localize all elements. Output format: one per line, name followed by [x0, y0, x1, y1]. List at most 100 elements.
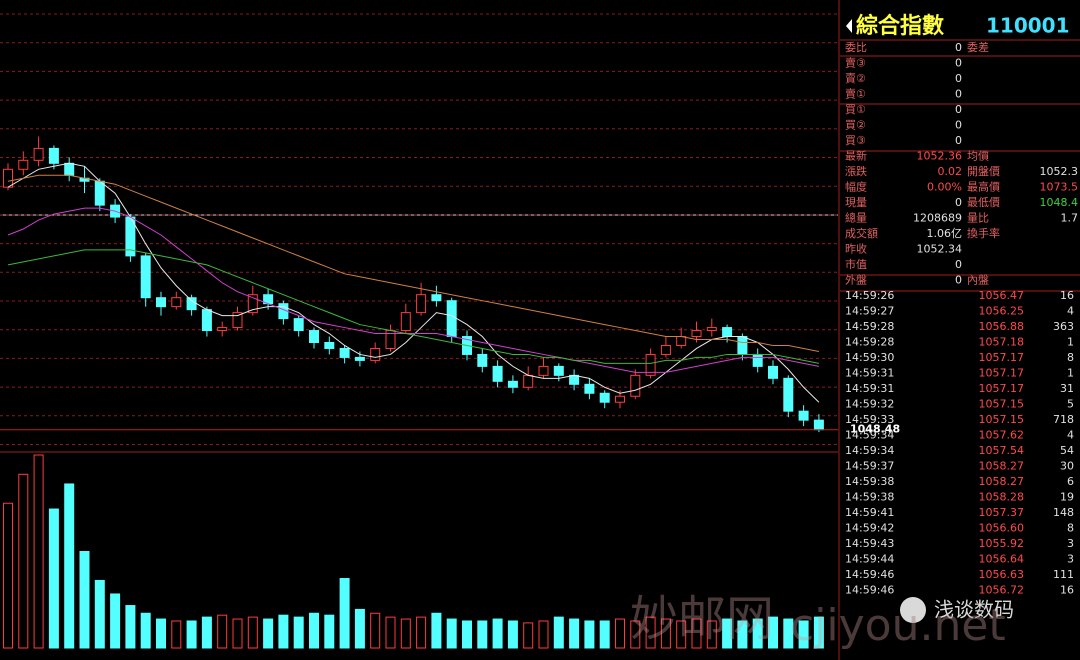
volume-bar [477, 620, 488, 649]
quote-value: 0 [955, 119, 962, 132]
candle-body [431, 294, 442, 302]
volume-bar [752, 618, 763, 649]
candle-body [217, 327, 228, 332]
volume-bar [523, 622, 534, 649]
tick-volume: 3 [1067, 537, 1074, 550]
tick-price: 1056.47 [979, 289, 1025, 302]
volume-bar [125, 605, 136, 649]
tick-time: 14:59:41 [845, 506, 894, 519]
quote-value: 0.02 [938, 165, 963, 178]
tick-price: 1056.88 [979, 320, 1025, 333]
volume-bar [599, 620, 610, 649]
volume-bar [324, 614, 335, 649]
volume-bar [584, 620, 595, 649]
volume-bar [156, 618, 166, 649]
candle-body [737, 336, 748, 355]
quote-label: 買③ [845, 134, 866, 147]
quote-label: 外盤 [845, 274, 867, 287]
candle-body [615, 395, 625, 403]
volume-bar [339, 578, 350, 649]
volume-bar [416, 616, 427, 649]
tick-volume: 6 [1067, 475, 1074, 488]
quote-value: 0 [955, 258, 962, 271]
volume-bar [79, 551, 90, 649]
volume-bar [171, 620, 182, 649]
tick-price: 1058.27 [979, 460, 1025, 473]
candle-body [64, 162, 75, 176]
quote-value: 0 [955, 134, 962, 147]
quote-label: 昨收 [845, 242, 867, 256]
tick-price: 1057.62 [979, 429, 1025, 442]
candle-body [492, 365, 503, 382]
volume-bar [64, 483, 75, 649]
tick-volume: 718 [1053, 413, 1074, 426]
tick-volume: 8 [1067, 522, 1074, 535]
tick-time: 14:59:38 [845, 491, 894, 504]
candle-body [48, 147, 59, 164]
volume-bar [94, 579, 105, 649]
volume-bar [507, 620, 518, 649]
candle-body [768, 365, 778, 379]
volume-bar [3, 502, 13, 649]
candle-body [156, 297, 166, 308]
tick-volume: 8 [1067, 351, 1074, 364]
candle-body [400, 312, 411, 332]
tick-time: 14:59:46 [845, 584, 894, 597]
quote-value: 0 [955, 103, 962, 116]
candle-body [645, 353, 656, 376]
volume-bar [18, 473, 29, 649]
quote-label: 換手率 [967, 226, 1000, 240]
volume-bar [354, 608, 365, 649]
panel-separators [840, 39, 1080, 292]
tick-price: 1056.64 [979, 553, 1025, 566]
tick-time: 14:59:28 [845, 336, 894, 349]
volume-bar [48, 508, 59, 649]
tick-price: 1057.15 [979, 413, 1025, 426]
moving-average [7, 249, 819, 364]
quote-label: 最低價 [967, 195, 1000, 209]
tick-price: 1056.63 [979, 568, 1025, 581]
quote-value: 1048.4 [1040, 196, 1079, 209]
tick-time: 14:59:28 [845, 320, 894, 333]
tick-price: 1056.25 [979, 305, 1025, 318]
candle-body [691, 330, 702, 338]
quote-label: 最新 [845, 149, 867, 163]
watermark-site: cjiyou.net [790, 600, 1006, 651]
quote-value: 1208689 [913, 212, 962, 225]
quote-label: 漲跌 [845, 164, 867, 178]
quote-value: 0 [955, 72, 962, 85]
candle-body [660, 344, 671, 355]
volume-bar [431, 612, 442, 649]
candle-body [630, 374, 641, 397]
wechat-icon [900, 597, 926, 623]
candle-body [309, 330, 319, 343]
volume-bar [813, 616, 824, 649]
index-code: 110001 [986, 14, 1070, 38]
candle-body [722, 327, 733, 338]
volume-bar [645, 616, 656, 649]
volume-bar [309, 612, 319, 649]
quote-label: 最高價 [967, 180, 1000, 194]
tick-time: 14:59:32 [845, 398, 894, 411]
tick-time: 14:59:27 [845, 305, 894, 318]
candle-body [94, 180, 105, 206]
tick-time: 14:59:43 [845, 537, 894, 550]
volume-bar [110, 593, 121, 649]
tick-price: 1057.15 [979, 398, 1025, 411]
quote-value: 0 [955, 41, 962, 54]
volume-bar [293, 616, 304, 649]
quote-label: 市值 [845, 257, 867, 271]
tick-price: 1055.92 [979, 537, 1025, 550]
quote-value: 0 [955, 57, 962, 70]
volume-bar [140, 612, 151, 649]
quote-value: 1073.5 [1040, 181, 1079, 194]
index-name: 綜合指數 [856, 13, 944, 39]
tick-time: 14:59:46 [845, 568, 894, 581]
volume-bar [783, 618, 794, 649]
tick-time: 14:59:34 [845, 444, 894, 457]
quote-value: 0 [955, 274, 962, 287]
tick-volume: 54 [1060, 444, 1074, 457]
last-price-label: 1048.48 [850, 423, 900, 436]
tick-time: 14:59:26 [845, 289, 894, 302]
candle-body [538, 365, 549, 376]
